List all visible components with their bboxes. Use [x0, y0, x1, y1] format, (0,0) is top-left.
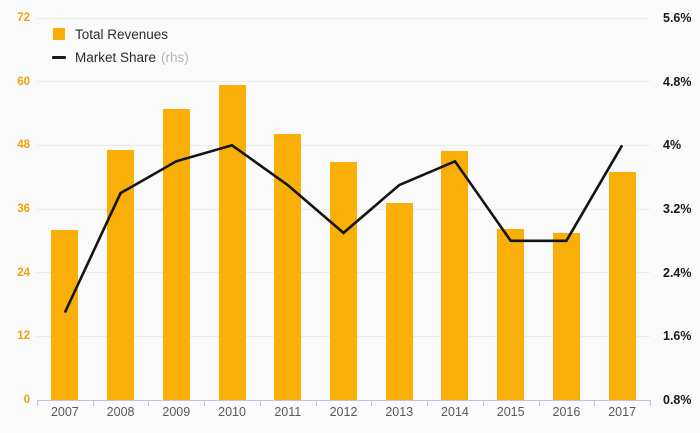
right-axis-label: 4.8%	[663, 74, 692, 89]
bar-2011	[274, 133, 302, 400]
axis-tick	[594, 401, 596, 406]
axis-tick	[148, 401, 150, 406]
left-axis-label: 0	[23, 394, 30, 406]
right-axis-label: 0.8%	[663, 393, 692, 407]
x-axis-label: 2009	[162, 405, 191, 419]
bar-2008	[107, 150, 135, 400]
axis-tick	[259, 401, 261, 406]
bar-swatch-box	[49, 28, 69, 40]
axis-tick	[482, 401, 484, 406]
bar-2017	[608, 171, 636, 400]
legend-label-rhs: (rhs)	[161, 49, 189, 65]
right-axis-label: 4%	[663, 138, 682, 153]
axis-tick	[204, 401, 206, 406]
right-axis-label: 3.2%	[663, 202, 692, 216]
x-axis-label: 2008	[106, 405, 135, 419]
left-axis-label: 48	[17, 139, 30, 152]
x-axis-label: 2015	[496, 405, 525, 419]
bar-2014	[441, 151, 469, 400]
legend: Total Revenues Market Share (rhs)	[49, 26, 189, 72]
total-revenues-swatch-icon	[53, 28, 65, 40]
left-axis-label: 60	[17, 75, 30, 88]
bar-2007	[51, 229, 79, 400]
line-swatch-box	[49, 55, 69, 59]
x-axis-label: 2014	[441, 405, 469, 419]
axis-tick	[427, 401, 429, 406]
bar-2016	[552, 232, 580, 400]
axis-tick	[371, 401, 373, 406]
right-axis-label: 5.6%	[663, 11, 692, 25]
left-axis-label: 36	[17, 203, 30, 215]
market-share-line-swatch-icon	[52, 55, 66, 59]
x-axis-label: 2007	[50, 405, 79, 419]
gridline	[37, 144, 650, 146]
x-axis-label: 2011	[274, 405, 302, 419]
x-axis-label: 2013	[385, 405, 414, 419]
left-axis-label: 72	[17, 12, 30, 24]
left-axis-label: 12	[17, 330, 30, 343]
axis-tick	[92, 401, 94, 406]
x-axis-label: 2010	[218, 405, 246, 419]
gridline	[37, 17, 650, 19]
gridline	[37, 81, 650, 83]
x-axis-label: 2017	[608, 405, 637, 419]
legend-label-market-share: Market Share	[75, 49, 157, 65]
right-axis-label: 2.4%	[663, 265, 692, 280]
legend-item-total-revenues: Total Revenues	[49, 26, 189, 42]
right-axis-label: 1.6%	[663, 329, 692, 344]
axis-tick	[650, 401, 651, 406]
legend-label-total-revenues: Total Revenues	[75, 26, 169, 42]
bar-2012	[330, 161, 357, 400]
axis-tick	[538, 401, 540, 406]
left-axis-label: 24	[17, 266, 30, 279]
bar-2015	[497, 229, 525, 400]
x-axis-label: 2016	[552, 405, 581, 419]
bar-2013	[385, 202, 413, 400]
axis-tick	[315, 401, 317, 406]
x-axis-label: 2012	[329, 405, 358, 419]
bar-2010	[218, 84, 246, 400]
axis-tick	[37, 401, 38, 406]
legend-item-market-share: Market Share (rhs)	[49, 49, 189, 65]
axis-baseline	[37, 400, 651, 401]
bar-2009	[162, 108, 190, 400]
